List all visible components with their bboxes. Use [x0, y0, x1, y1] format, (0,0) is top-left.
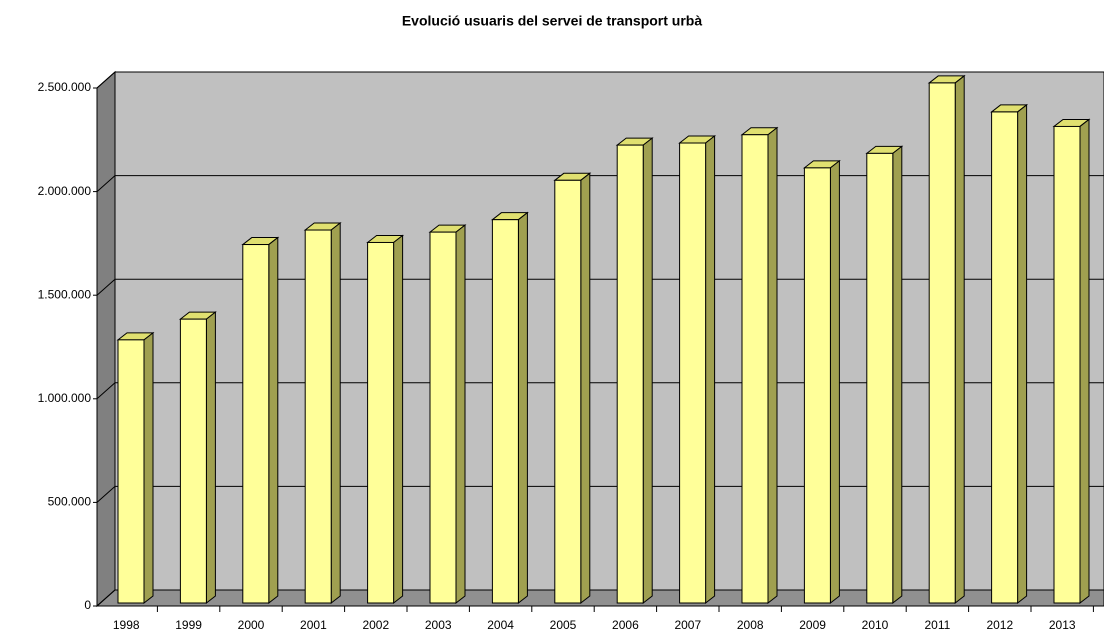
bar-side: [205, 311, 216, 605]
bar-side: [829, 159, 840, 605]
bar-side: [268, 236, 279, 605]
y-tick-label: 2.500.000: [38, 80, 92, 94]
y-tick-label: 0: [84, 598, 91, 612]
bar: [117, 339, 145, 604]
bar-side: [580, 172, 591, 605]
bar-side: [1079, 118, 1090, 605]
bar-side: [393, 234, 404, 605]
bar-side: [143, 331, 154, 605]
bar: [991, 111, 1019, 604]
x-tick-label: 2008: [737, 618, 764, 632]
x-tick-label: 2007: [674, 618, 701, 632]
bar-side: [705, 134, 716, 605]
bar: [679, 142, 707, 604]
bar: [242, 244, 270, 604]
x-tick-label: 2006: [612, 618, 639, 632]
bar: [179, 318, 207, 604]
x-tick-label: 2000: [238, 618, 265, 632]
bar-side: [954, 74, 965, 605]
y-tick-label: 1.000.000: [38, 391, 92, 405]
x-tick-label: 2003: [425, 618, 452, 632]
bar-side: [892, 145, 903, 605]
bar-side: [642, 137, 653, 605]
bar: [429, 231, 457, 604]
x-tick-label: 2004: [487, 618, 514, 632]
x-tick-label: 2005: [550, 618, 577, 632]
bar: [304, 229, 332, 604]
grid-line: [96, 71, 1104, 89]
y-tick-label: 500.000: [48, 495, 92, 509]
bar: [741, 134, 769, 604]
bar-side: [455, 224, 466, 605]
bar: [928, 82, 956, 604]
x-tick-label: 2011: [924, 618, 950, 632]
bar: [1053, 125, 1081, 604]
bar-side: [767, 126, 778, 605]
x-tick-label: 2001: [300, 618, 327, 632]
x-tick-label: 2013: [1049, 618, 1076, 632]
y-tick-label: 2.000.000: [38, 184, 92, 198]
y-tick-label: 1.500.000: [38, 287, 92, 301]
x-tick-label: 1999: [175, 618, 202, 632]
bar: [866, 152, 894, 604]
x-tick-label: 1998: [113, 618, 140, 632]
bar: [367, 241, 395, 604]
bar: [491, 219, 519, 604]
chart-title: Evolució usuaris del servei de transport…: [402, 13, 703, 29]
x-tick-label: 2002: [362, 618, 389, 632]
bar-side: [330, 222, 341, 605]
side-wall: [96, 70, 116, 608]
x-tick-label: 2010: [862, 618, 889, 632]
bar-side: [1017, 103, 1028, 605]
bar: [803, 167, 831, 604]
bar: [616, 144, 644, 604]
bar: [554, 179, 582, 604]
x-tick-label: 2009: [799, 618, 826, 632]
bar-side: [517, 211, 528, 605]
x-tick-label: 2012: [986, 618, 1013, 632]
